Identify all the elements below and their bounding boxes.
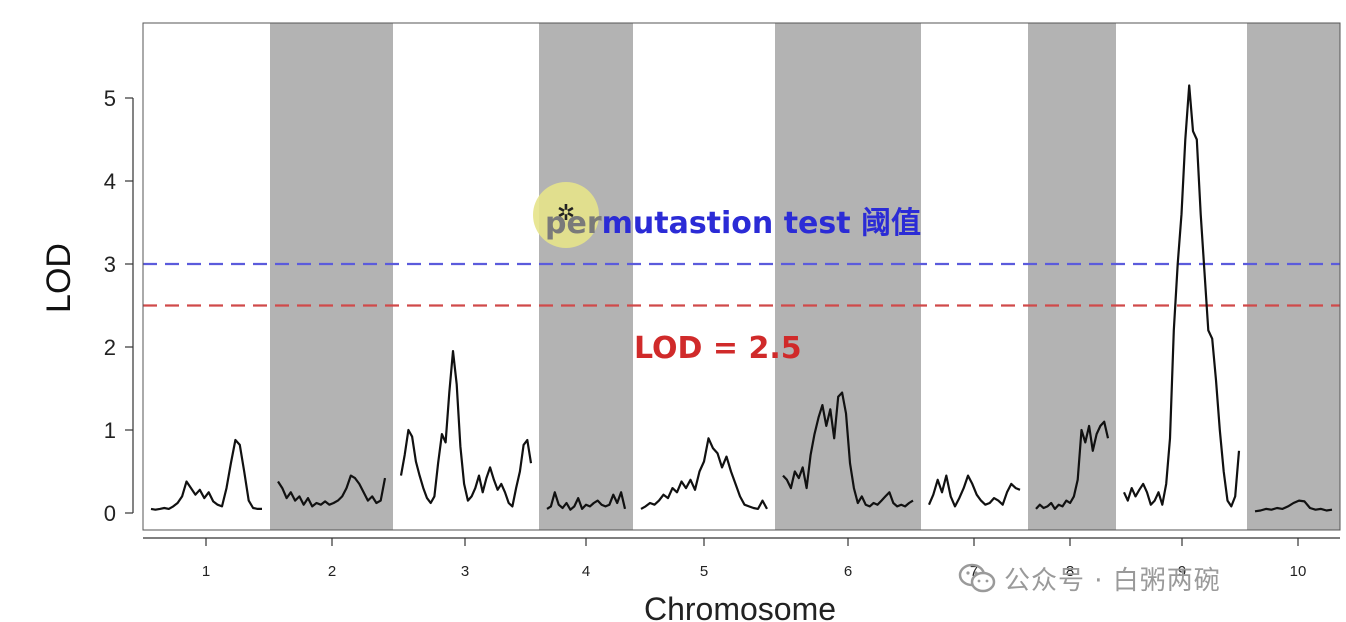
watermark: 公众号 · 白粥两碗 xyxy=(958,558,1221,598)
x-tick-label-3: 3 xyxy=(461,563,469,580)
x-tick-label-8: 8 xyxy=(1066,563,1074,580)
x-tick-label-10: 10 xyxy=(1290,563,1307,580)
lod-curve-chr-1 xyxy=(150,438,262,511)
lod-annotation: LOD = 2.5 xyxy=(634,331,802,366)
y-tick-label-1: 1 xyxy=(104,418,116,443)
chromosome-band-9 xyxy=(1116,23,1247,530)
chromosome-band-1 xyxy=(143,23,270,530)
y-axis: 0 1 2 3 4 5 xyxy=(104,86,134,526)
x-tick-label-1: 1 xyxy=(202,563,210,580)
cursor-icon: ✲ xyxy=(557,200,575,225)
x-tick-label-7: 7 xyxy=(970,563,978,580)
lod-curves xyxy=(150,84,1333,513)
chromosome-band-2 xyxy=(270,23,393,530)
y-tick-label-0: 0 xyxy=(104,501,116,526)
lod-curve-chr-10 xyxy=(1254,499,1333,513)
y-tick-label-3: 3 xyxy=(104,252,116,277)
lod-curve-chr-6 xyxy=(782,391,914,508)
chromosome-band-3 xyxy=(393,23,539,530)
lod-curve-chr-7 xyxy=(927,474,1021,508)
x-tick-label-6: 6 xyxy=(844,563,852,580)
permutation-prefix: per xyxy=(545,206,602,241)
permutation-annotation: mutastion test 阈值 xyxy=(602,206,921,241)
lod-curve-chr-5 xyxy=(640,437,768,510)
chromosome-band-4 xyxy=(539,23,633,530)
chromosome-band-6 xyxy=(775,23,921,530)
chromosome-band-8 xyxy=(1028,23,1116,530)
lod-curve-chr-2 xyxy=(277,474,387,508)
x-tick-label-4: 4 xyxy=(582,563,590,580)
wechat-icon xyxy=(958,563,996,593)
plot-frame xyxy=(142,22,1341,531)
x-axis-label: Chromosome xyxy=(644,591,836,622)
lod-curve-chr-9 xyxy=(1122,84,1241,508)
y-tick-label-5: 5 xyxy=(104,86,116,111)
x-tick-label-2: 2 xyxy=(328,563,336,580)
x-tick-label-9: 9 xyxy=(1178,563,1186,580)
watermark-text: 公众号 · 白粥两碗 xyxy=(1004,565,1221,596)
y-tick-label-2: 2 xyxy=(104,335,116,360)
y-axis-label: LOD xyxy=(40,243,78,313)
cursor-highlight xyxy=(533,182,599,248)
x-axis: 1 2 3 4 5 6 7 8 9 10 xyxy=(143,537,1340,580)
lod-curve-chr-3 xyxy=(399,350,533,508)
lod-curve-chr-8 xyxy=(1035,420,1110,510)
chromosome-band-10 xyxy=(1247,23,1340,530)
chromosome-band-7 xyxy=(921,23,1028,530)
lod-curve-chr-4 xyxy=(546,491,627,511)
svg-text:permutastion test 阈值: permutastion test 阈值 xyxy=(545,206,921,241)
chromosome-band-5 xyxy=(633,23,775,530)
chromosome-bands xyxy=(143,23,1340,530)
y-tick-label-4: 4 xyxy=(104,169,116,194)
x-tick-label-5: 5 xyxy=(700,563,708,580)
threshold-lines xyxy=(143,262,1340,307)
